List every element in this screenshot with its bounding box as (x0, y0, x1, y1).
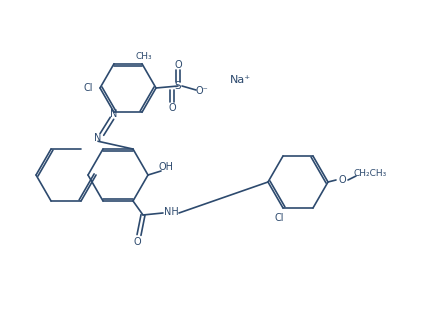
Text: OH: OH (158, 162, 173, 172)
Text: Cl: Cl (274, 213, 284, 223)
Text: O: O (338, 175, 346, 185)
Text: Cl: Cl (83, 83, 93, 93)
Text: N: N (110, 109, 118, 119)
Text: S: S (175, 81, 181, 91)
Text: Na⁺: Na⁺ (229, 75, 250, 85)
Text: O⁻: O⁻ (196, 86, 208, 96)
Text: N: N (94, 133, 102, 143)
Text: O: O (168, 103, 176, 113)
Text: CH₃: CH₃ (136, 52, 152, 61)
Text: O: O (133, 237, 141, 247)
Text: O: O (174, 60, 182, 70)
Text: CH₂CH₃: CH₂CH₃ (353, 170, 386, 179)
Text: NH: NH (164, 207, 179, 217)
